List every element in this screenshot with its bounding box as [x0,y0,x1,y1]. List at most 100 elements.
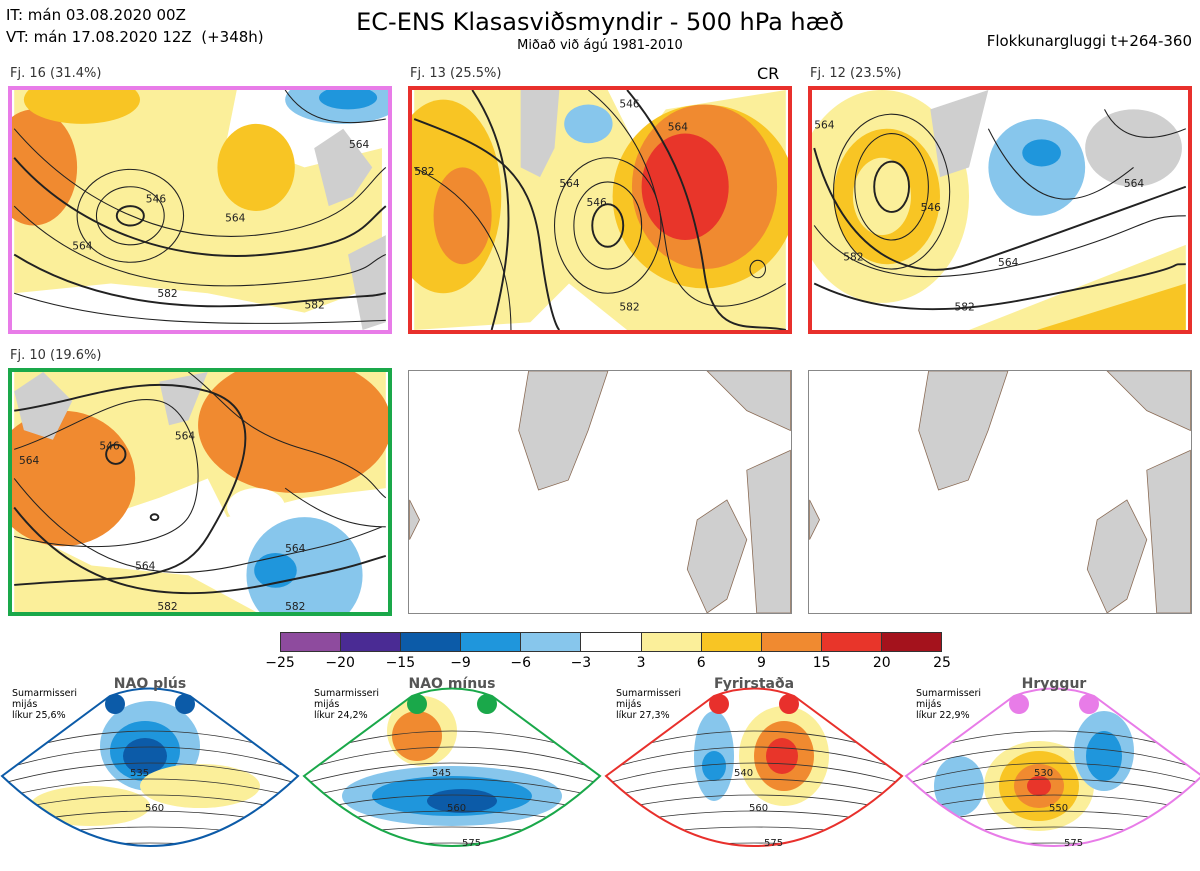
color-scale-tick: 20 [872,655,891,671]
color-swatch [761,633,822,651]
contour-label: 564 [135,559,156,572]
color-swatch [461,633,522,651]
contour-label: 546 [619,97,640,110]
cluster-3-label: Fj. 12 (23.5%) [810,66,902,81]
color-scale-tick: 25 [933,655,951,671]
regime-marker [709,694,729,714]
regime-map[interactable]: 530 550 575 [904,676,1200,871]
color-scale-tick: −15 [385,655,416,671]
regime-note-line: Sumarmisseri [616,688,682,699]
contour-label: 564 [175,430,196,443]
issue-time: IT: mán 03.08.2020 00Z [6,6,186,24]
regime-map-graphic: 540 560 575 [604,687,904,849]
color-swatch [581,633,642,651]
contour-label: 564 [559,177,580,190]
cluster-4-map-graphic: 564 546 564 564 564 582 582 [12,372,388,612]
contour-label: 564 [1124,177,1145,190]
valid-time: VT: mán 17.08.2020 12Z (+348h) [6,28,264,46]
color-swatch [641,633,702,651]
contour-label: 582 [285,600,305,612]
regime-marker [1079,694,1099,714]
empty-map-2-graphic [809,371,1191,613]
header-info: IT: mán 03.08.2020 00Z VT: mán 17.08.202… [6,4,264,48]
color-scale-tick: −3 [570,655,592,671]
regime-marker [1009,694,1029,714]
color-swatch [521,633,582,651]
contour-label: 582 [955,301,975,314]
regime-marker [105,694,125,714]
contour-label: 564 [668,121,689,134]
regime-map[interactable]: 540 560 575 [604,676,904,871]
regime-marker [175,694,195,714]
contour-label: 582 [157,287,177,300]
contour-label: 564 [285,542,306,555]
color-scale-tick: −6 [510,655,532,671]
cluster-2-badge: CR [757,64,780,83]
cluster-2-map-graphic: 564 582 546 564 582 546 [412,90,788,330]
cluster-3-map[interactable]: 564 546 582 564 582 564 [808,86,1192,334]
regime-contour-label: 530 [1034,768,1053,779]
empty-map-2 [808,370,1192,614]
regime-note-line: mijás [314,699,340,710]
page-subtitle: Miðað við ágú 1981-2010 [517,38,683,53]
cluster-1-label: Fj. 16 (31.4%) [10,66,102,81]
color-scale-tick: 6 [696,655,706,671]
regime-note-line: Sumarmisseri [12,688,78,699]
regime-note-line: líkur 27,3% [616,710,670,721]
regime-contour-label: 575 [1064,838,1083,849]
contour-label: 564 [225,212,246,225]
color-scale [280,632,942,652]
contour-label: 582 [619,301,639,314]
contour-label: 564 [349,138,370,151]
regime-title: Fyrirstaða [713,676,795,692]
color-swatch [341,633,402,651]
page-title: EC-ENS Klasasviðsmyndir - 500 hPa hæð [356,8,844,36]
regime-contour-label: 575 [764,838,783,849]
cluster-1-map[interactable]: 546 564 564 582 582 564 [8,86,392,334]
regime-note-line: Sumarmisseri [314,688,380,699]
regime-contour-label: 535 [130,768,149,779]
regime-note-line: líkur 24,2% [314,710,368,721]
cluster-3-map-graphic: 564 546 582 564 582 564 [812,90,1187,330]
clustering-window: Flokkunargluggi t+264-360 [986,32,1192,50]
regime-contour-label: 575 [462,838,481,849]
regime-map-graphic: 535 560 [0,687,300,847]
regime-contour-label: 540 [734,768,753,779]
contour-label: 564 [72,240,93,253]
color-swatch [401,633,462,651]
color-swatch [701,633,762,651]
regime-map[interactable]: 545 560 575 [302,676,602,871]
regime-note: Sumarmisseri mijás líkur 24,2% [314,688,394,721]
color-scale-tick: 3 [636,655,646,671]
contour-label: 564 [19,454,40,467]
color-scale-tick: −20 [325,655,355,671]
cluster-2-map[interactable]: 564 582 546 564 582 546 [408,86,792,334]
regime-contour-label: 560 [749,803,768,814]
contour-label: 546 [586,196,607,209]
regime-marker [477,694,497,714]
cluster-4-map[interactable]: 564 546 564 564 564 582 582 [8,368,392,616]
cluster-2-label: Fj. 13 (25.5%) [410,66,502,81]
contour-label: 564 [814,119,835,132]
contour-label: 546 [146,192,167,205]
color-scale-tick: 15 [812,655,831,671]
contour-label: 582 [414,165,434,178]
contour-label: 564 [998,256,1019,269]
regime-map[interactable]: 535 560 [0,676,300,871]
regime-contour-label: 545 [432,768,451,779]
cluster-4-label: Fj. 10 (19.6%) [10,348,102,363]
regime-note-line: líkur 22,9% [916,710,970,721]
regime-map-graphic: 530 550 575 [904,687,1200,849]
regime-note: Sumarmisseri mijás líkur 27,3% [616,688,696,721]
regime-marker [779,694,799,714]
regime-title: Hryggur [1021,676,1087,692]
regime-title: NAO mínus [408,676,496,692]
regime-contour-label: 560 [447,803,466,814]
contour-label: 546 [99,439,120,452]
regime-note: Sumarmisseri mijás líkur 22,9% [916,688,996,721]
regime-note-line: líkur 25,6% [12,710,66,721]
regime-contour-label: 560 [145,803,164,814]
regime-note-line: mijás [12,699,38,710]
contour-label: 546 [921,201,942,214]
color-scale-tick: −25 [265,655,295,671]
